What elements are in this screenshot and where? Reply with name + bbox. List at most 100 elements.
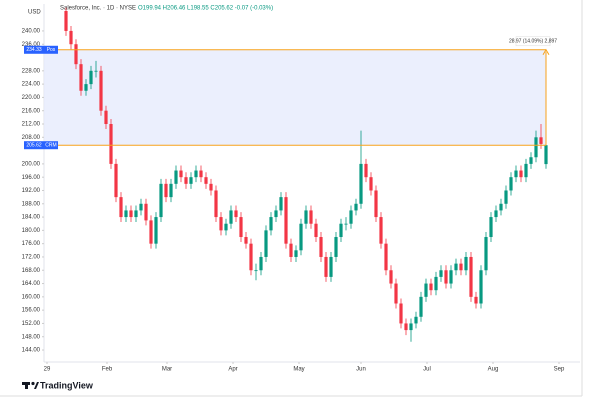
candle-body	[269, 217, 273, 231]
candle-body	[339, 223, 343, 238]
candle-body	[314, 223, 318, 238]
candle-body	[219, 217, 223, 231]
candle-body	[99, 70, 103, 111]
candle-body	[499, 203, 503, 211]
price-tag	[24, 45, 44, 54]
candle-body	[119, 197, 123, 218]
candle-body	[524, 163, 528, 178]
candle-body	[329, 256, 333, 277]
candle-body	[264, 230, 268, 257]
candle-body	[394, 283, 398, 304]
candle-body	[209, 183, 213, 191]
candle-body	[369, 177, 373, 191]
price-tag-name-label: CRM	[45, 143, 56, 149]
x-tick-label: 29	[44, 367, 51, 373]
candle-body	[114, 163, 118, 198]
candle-body	[519, 170, 523, 178]
candle-body	[169, 183, 173, 198]
y-tick-label: 212.00	[22, 122, 41, 128]
candle-body	[384, 243, 388, 271]
candle-body	[489, 217, 493, 238]
y-tick-label: 168.00	[22, 268, 41, 274]
candle-body	[399, 303, 403, 324]
chart-subtitle: O199.94 H206.46 L198.55 C205.62 -0.07 (-…	[138, 6, 273, 12]
candle-body	[94, 70, 98, 72]
y-tick-label: 180.00	[22, 228, 41, 234]
candle-body	[404, 323, 408, 331]
candle-body	[84, 84, 88, 91]
candle-body	[504, 190, 508, 204]
price-tag-label: 205.62	[26, 143, 42, 149]
candle-body	[64, 10, 68, 31]
candle-body	[514, 170, 518, 178]
candle-body	[414, 316, 418, 324]
candle-body	[389, 270, 393, 284]
candle-body	[484, 237, 488, 271]
y-tick-label: 208.00	[22, 135, 41, 141]
candle-body	[429, 283, 433, 291]
candle-body	[179, 170, 183, 178]
price-tag-name-label: Pos	[47, 47, 56, 53]
candle-body	[304, 210, 308, 224]
y-tick-label: 172.00	[22, 255, 41, 261]
currency: USD	[28, 10, 41, 16]
x-tick-label: Jun	[356, 367, 366, 373]
candle-body	[334, 237, 338, 257]
candle-body	[144, 203, 148, 221]
candle-body	[234, 210, 238, 218]
candle-body	[424, 283, 428, 297]
y-tick-label: 144.00	[22, 348, 41, 354]
candle-body	[129, 210, 133, 218]
candle-body	[454, 263, 458, 271]
price-tag	[24, 141, 44, 150]
candle-body	[539, 137, 543, 144]
y-tick-label: 196.00	[22, 175, 41, 181]
candle-body	[154, 217, 158, 244]
y-tick-label: 152.00	[22, 321, 41, 327]
candle-body	[214, 190, 218, 218]
candle-body	[469, 256, 473, 297]
candle-body	[89, 70, 93, 85]
candle-body	[284, 197, 288, 244]
candle-body	[204, 177, 208, 184]
candle-body	[349, 210, 353, 224]
candle-body	[149, 220, 153, 244]
x-tick-label: May	[293, 367, 304, 373]
brand: TradingView	[40, 380, 94, 390]
candle-body	[324, 256, 328, 277]
candle-body	[449, 270, 453, 284]
candle-body	[479, 270, 483, 304]
y-tick-label: 228.00	[22, 68, 41, 74]
candle-body	[69, 30, 73, 45]
candle-body	[244, 237, 248, 244]
y-tick-label: 160.00	[22, 294, 41, 300]
candle-body	[189, 177, 193, 184]
y-tick-label: 192.00	[22, 188, 41, 194]
candle-body	[354, 203, 358, 211]
candle-body	[419, 296, 423, 317]
chart-title: Salesforce, Inc. · 1D · NYSE	[60, 6, 136, 12]
candle-body	[159, 183, 163, 218]
brand-logo: TradingView	[22, 380, 94, 390]
candle-body	[534, 137, 538, 158]
candle-body	[364, 163, 368, 178]
candle-body	[439, 270, 443, 277]
y-tick-label: 176.00	[22, 241, 41, 247]
candle-body	[104, 110, 108, 125]
candle-body	[279, 197, 283, 211]
candle-body	[134, 210, 138, 218]
x-tick-label: Feb	[102, 367, 113, 373]
candle-body	[139, 203, 143, 211]
x-tick-label: Sep	[554, 367, 565, 373]
x-tick-label: Mar	[162, 367, 172, 373]
candle-body	[79, 64, 83, 91]
candle-body	[464, 256, 468, 271]
candle-body	[259, 256, 263, 271]
x-tick-label: Jul	[423, 367, 431, 373]
candle-body	[184, 177, 188, 184]
y-tick-label: 200.00	[22, 161, 41, 167]
candle-body	[164, 183, 168, 198]
measure-box	[515, 36, 551, 47]
candle-body	[459, 263, 463, 271]
